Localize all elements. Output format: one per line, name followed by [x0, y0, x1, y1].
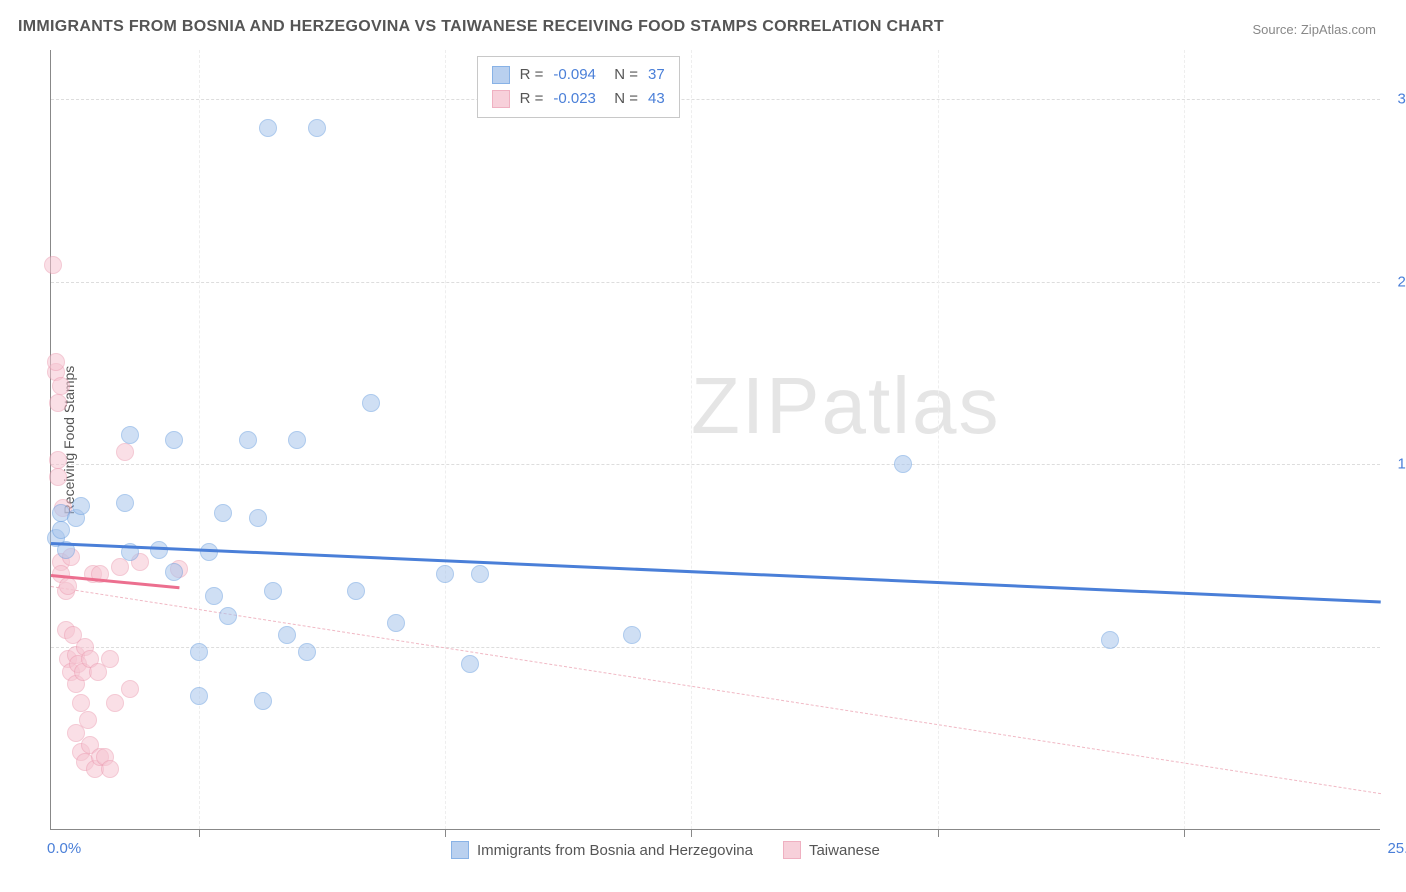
- data-point: [205, 587, 223, 605]
- x-tick: [1184, 829, 1185, 837]
- y-tick-label: 30.0%: [1385, 90, 1406, 107]
- data-point: [249, 509, 267, 527]
- watermark: ZIPatlas: [691, 360, 1000, 452]
- legend-r-label: R =: [520, 63, 544, 87]
- chart-container: IMMIGRANTS FROM BOSNIA AND HERZEGOVINA V…: [0, 0, 1406, 892]
- data-point: [254, 692, 272, 710]
- legend-swatch: [451, 841, 469, 859]
- plot-area: ZIPatlas Receiving Food Stamps 7.5%15.0%…: [50, 50, 1380, 830]
- data-point: [259, 119, 277, 137]
- x-tick-label-left: 0.0%: [47, 840, 81, 857]
- legend-stats-row: R = -0.094 N = 37: [492, 63, 665, 87]
- gridline-horizontal: [51, 282, 1380, 283]
- legend-swatch: [783, 841, 801, 859]
- legend-stats-row: R = -0.023 N = 43: [492, 87, 665, 111]
- data-point: [79, 711, 97, 729]
- data-point: [165, 431, 183, 449]
- y-tick-label: 7.5%: [1385, 639, 1406, 656]
- data-point: [288, 431, 306, 449]
- legend-stats: R = -0.094 N = 37R = -0.023 N = 43: [477, 56, 680, 118]
- legend-r-value: -0.023: [553, 87, 596, 111]
- legend-n-value: 43: [648, 87, 665, 111]
- data-point: [461, 655, 479, 673]
- data-point: [387, 614, 405, 632]
- data-point: [308, 119, 326, 137]
- source-label: Source: ZipAtlas.com: [1252, 22, 1376, 37]
- data-point: [44, 256, 62, 274]
- data-point: [47, 353, 65, 371]
- data-point: [214, 504, 232, 522]
- data-point: [239, 431, 257, 449]
- legend-series: Immigrants from Bosnia and Herzegovina Ta…: [451, 841, 880, 859]
- gridline-vertical: [445, 50, 446, 829]
- y-tick-label: 22.5%: [1385, 273, 1406, 290]
- gridline-horizontal: [51, 99, 1380, 100]
- data-point: [190, 643, 208, 661]
- data-point: [49, 394, 67, 412]
- data-point: [278, 626, 296, 644]
- legend-n-label: N =: [606, 63, 638, 87]
- y-tick-label: 15.0%: [1385, 456, 1406, 473]
- data-point: [116, 494, 134, 512]
- legend-swatch: [492, 66, 510, 84]
- data-point: [471, 565, 489, 583]
- gridline-horizontal: [51, 647, 1380, 648]
- data-point: [219, 607, 237, 625]
- data-point: [101, 650, 119, 668]
- x-tick-label-right: 25.0%: [1387, 840, 1406, 857]
- data-point: [106, 694, 124, 712]
- data-point: [264, 582, 282, 600]
- gridline-vertical: [1184, 50, 1185, 829]
- data-point: [49, 451, 67, 469]
- data-point: [623, 626, 641, 644]
- gridline-vertical: [691, 50, 692, 829]
- data-point: [190, 687, 208, 705]
- gridline-vertical: [199, 50, 200, 829]
- legend-r-value: -0.094: [553, 63, 596, 87]
- legend-item: Immigrants from Bosnia and Herzegovina: [451, 841, 753, 859]
- trend-line: [51, 542, 1381, 603]
- data-point: [347, 582, 365, 600]
- data-point: [116, 443, 134, 461]
- gridline-horizontal: [51, 464, 1380, 465]
- data-point: [121, 680, 139, 698]
- data-point: [49, 468, 67, 486]
- legend-n-label: N =: [606, 87, 638, 111]
- legend-swatch: [492, 90, 510, 108]
- data-point: [362, 394, 380, 412]
- data-point: [52, 377, 70, 395]
- data-point: [121, 426, 139, 444]
- data-point: [72, 694, 90, 712]
- x-tick: [938, 829, 939, 837]
- chart-title: IMMIGRANTS FROM BOSNIA AND HERZEGOVINA V…: [18, 18, 944, 36]
- legend-n-value: 37: [648, 63, 665, 87]
- data-point: [101, 760, 119, 778]
- x-tick: [199, 829, 200, 837]
- legend-label: Taiwanese: [809, 842, 880, 859]
- legend-label: Immigrants from Bosnia and Herzegovina: [477, 842, 753, 859]
- x-tick: [445, 829, 446, 837]
- data-point: [436, 565, 454, 583]
- data-point: [1101, 631, 1119, 649]
- data-point: [894, 455, 912, 473]
- data-point: [52, 521, 70, 539]
- data-point: [298, 643, 316, 661]
- data-point: [165, 563, 183, 581]
- legend-r-label: R =: [520, 87, 544, 111]
- ci-line: [51, 586, 1381, 794]
- x-tick: [691, 829, 692, 837]
- data-point: [59, 577, 77, 595]
- legend-item: Taiwanese: [783, 841, 880, 859]
- gridline-vertical: [938, 50, 939, 829]
- data-point: [72, 497, 90, 515]
